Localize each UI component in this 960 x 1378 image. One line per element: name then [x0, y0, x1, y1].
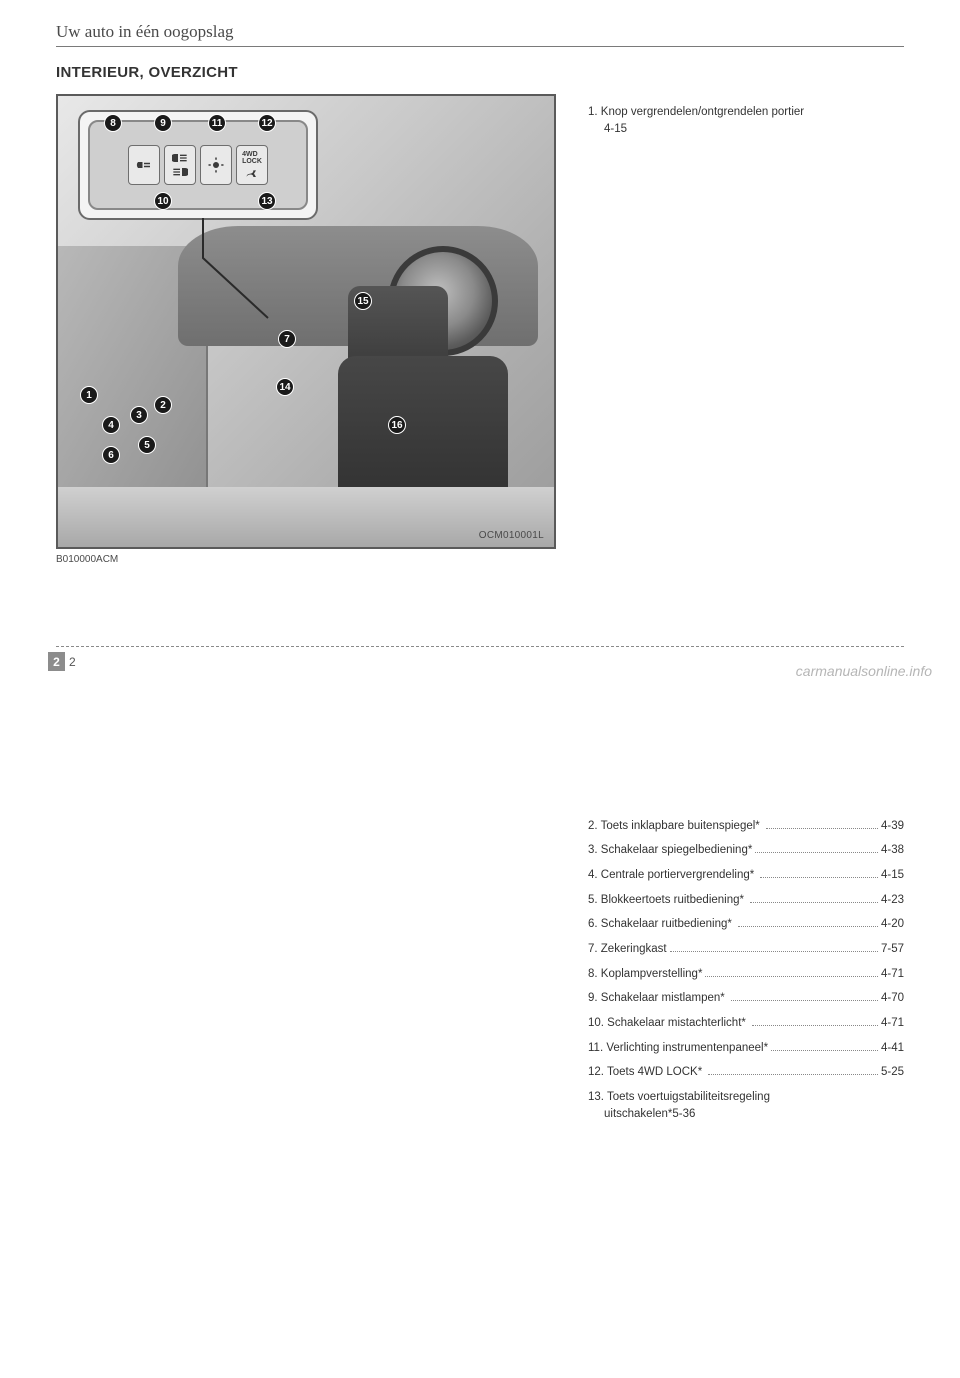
callout-8: 8 [104, 114, 122, 132]
list-item-label: 4. Centrale portiervergrendeling* [588, 867, 757, 884]
page-number: 2 2 [48, 652, 76, 671]
image-code: OCM010001L [479, 530, 544, 541]
list-item-label: 1. Knop vergrendelen/ontgrendelen portie… [588, 104, 904, 121]
callout-16: 16 [388, 416, 406, 434]
dot-leader [750, 892, 878, 903]
dot-leader [752, 1015, 878, 1026]
dot-leader [755, 842, 878, 853]
list-item-label: 7. Zekeringkast [588, 941, 667, 958]
callout-15: 15 [354, 292, 372, 310]
page-ref: 4-39 [881, 818, 904, 835]
callout-3: 3 [130, 406, 148, 424]
dimmer-icon [207, 156, 225, 174]
list-item-label: 9. Schakelaar mistlampen* [588, 990, 728, 1007]
switch-4wd-esc-group: 4WDLOCK [236, 145, 268, 185]
list-item: 13. Toets voertuigstabiliteitsregelingui… [588, 1089, 904, 1378]
switch-headlamp-level [128, 145, 160, 185]
list-item: 5. Blokkeertoets ruitbediening* 4-23 [588, 892, 904, 909]
callout-14: 14 [276, 378, 294, 396]
callout-12: 12 [258, 114, 276, 132]
list-item: 3. Schakelaar spiegelbediening* 4-38 [588, 842, 904, 859]
dot-leader [705, 966, 878, 977]
page-ref: 7-57 [881, 941, 904, 958]
page-ref: 4-15 [604, 121, 904, 810]
callout-2: 2 [154, 396, 172, 414]
list-item: 12. Toets 4WD LOCK* 5-25 [588, 1064, 904, 1081]
bottom-dashed-rule [56, 646, 904, 647]
list-item-label: 10. Schakelaar mistachterlicht* [588, 1015, 749, 1032]
page-ref: 4-70 [881, 990, 904, 1007]
page-ref: 4-15 [881, 867, 904, 884]
dot-leader [708, 1064, 878, 1075]
list-item: 10. Schakelaar mistachterlicht* 4-71 [588, 1015, 904, 1032]
list-item-label: 6. Schakelaar ruitbediening* [588, 916, 735, 933]
list-item: 6. Schakelaar ruitbediening* 4-20 [588, 916, 904, 933]
list-item-label: 11. Verlichting instrumentenpaneel* [588, 1040, 768, 1057]
list-item: 11. Verlichting instrumentenpaneel* 4-41 [588, 1040, 904, 1057]
list-item: 1. Knop vergrendelen/ontgrendelen portie… [588, 104, 904, 810]
overview-item-list: 1. Knop vergrendelen/ontgrendelen portie… [588, 104, 904, 1378]
rear-fog-icon [172, 166, 188, 178]
page-number-text: 2 [69, 655, 76, 669]
list-item-sublabel: uitschakelen* [604, 1106, 672, 1378]
headlamp-level-icon [135, 156, 153, 174]
switch-foglamp-group [164, 145, 196, 185]
page-ref: 4-41 [881, 1040, 904, 1057]
dot-leader [670, 941, 878, 952]
list-item: 9. Schakelaar mistlampen* 4-70 [588, 990, 904, 1007]
callout-9: 9 [154, 114, 172, 132]
callout-7: 7 [278, 330, 296, 348]
callout-6: 6 [102, 446, 120, 464]
switch-panel-dimmer [200, 145, 232, 185]
page-ref: 4-71 [881, 966, 904, 983]
callout-10: 10 [154, 192, 172, 210]
running-head-rule [56, 46, 904, 47]
dot-leader [766, 818, 878, 829]
list-item-label: 5. Blokkeertoets ruitbediening* [588, 892, 747, 909]
list-item-continuation: uitschakelen* 5-36 [588, 1106, 904, 1378]
page-ref: 4-23 [881, 892, 904, 909]
callout-11: 11 [208, 114, 226, 132]
page-ref: 5-36 [672, 1106, 904, 1378]
list-item-label: 8. Koplampverstelling* [588, 966, 702, 983]
callout-4: 4 [102, 416, 120, 434]
list-item-label: 12. Toets 4WD LOCK* [588, 1064, 705, 1081]
front-fog-icon [172, 152, 188, 164]
list-item: 4. Centrale portiervergrendeling* 4-15 [588, 867, 904, 884]
chapter-number-box: 2 [48, 652, 65, 671]
page-ref: 4-71 [881, 1015, 904, 1032]
section-title: INTERIEUR, OVERZICHT [56, 64, 238, 81]
callout-5: 5 [138, 436, 156, 454]
list-item-label: 3. Schakelaar spiegelbediening* [588, 842, 752, 859]
page-ref: 5-25 [881, 1064, 904, 1081]
page-ref: 4-20 [881, 916, 904, 933]
esc-off-icon [244, 167, 260, 179]
dot-leader [738, 916, 878, 927]
interior-overview-figure: 4WDLOCK 12345678910111213141516 OCM01000… [56, 94, 556, 549]
source-watermark: carmanualsonline.info [796, 663, 932, 679]
dot-leader [771, 1040, 878, 1051]
list-item: 2. Toets inklapbare buitenspiegel* 4-39 [588, 818, 904, 835]
list-item-continuation: 4-15 [588, 121, 904, 810]
list-item-label: 2. Toets inklapbare buitenspiegel* [588, 818, 763, 835]
running-head: Uw auto in één oogopslag [56, 22, 234, 42]
list-item-label: 13. Toets voertuigstabiliteitsregeling [588, 1089, 904, 1106]
list-item: 7. Zekeringkast 7-57 [588, 941, 904, 958]
figure-caption: B010000ACM [56, 554, 118, 565]
dot-leader [760, 867, 878, 878]
callout-1: 1 [80, 386, 98, 404]
dot-leader [731, 990, 878, 1001]
page-ref: 4-38 [881, 842, 904, 859]
list-item: 8. Koplampverstelling* 4-71 [588, 966, 904, 983]
callout-13: 13 [258, 192, 276, 210]
manual-page: Uw auto in één oogopslag INTERIEUR, OVER… [0, 0, 960, 689]
four-wd-lock-icon: 4WDLOCK [242, 151, 262, 165]
